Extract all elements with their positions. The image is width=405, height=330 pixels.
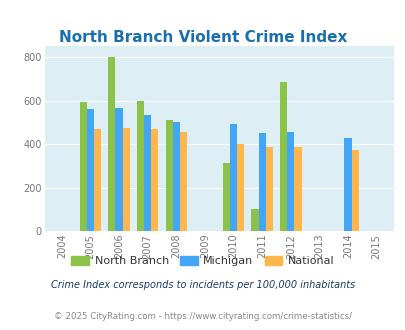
Bar xyxy=(165,120,172,231)
Bar xyxy=(151,129,158,231)
Legend: North Branch, Michigan, National: North Branch, Michigan, National xyxy=(67,251,338,271)
Text: Crime Index corresponds to incidents per 100,000 inhabitants: Crime Index corresponds to incidents per… xyxy=(51,280,354,290)
Bar xyxy=(251,209,258,231)
Bar xyxy=(122,128,130,231)
Bar xyxy=(294,147,301,231)
Bar xyxy=(136,101,144,231)
Bar xyxy=(351,150,358,231)
Bar xyxy=(172,122,179,231)
Bar xyxy=(115,108,122,231)
Bar xyxy=(179,132,187,231)
Bar xyxy=(79,102,87,231)
Bar xyxy=(144,115,151,231)
Bar xyxy=(286,132,294,231)
Bar xyxy=(343,138,351,231)
Bar xyxy=(258,133,265,231)
Text: North Branch Violent Crime Index: North Branch Violent Crime Index xyxy=(59,30,346,45)
Bar xyxy=(94,129,101,231)
Bar xyxy=(237,144,244,231)
Text: © 2025 CityRating.com - https://www.cityrating.com/crime-statistics/: © 2025 CityRating.com - https://www.city… xyxy=(54,312,351,321)
Bar xyxy=(222,162,229,231)
Bar xyxy=(229,124,237,231)
Bar xyxy=(87,109,94,231)
Bar xyxy=(108,57,115,231)
Bar xyxy=(265,147,272,231)
Bar xyxy=(279,82,286,231)
